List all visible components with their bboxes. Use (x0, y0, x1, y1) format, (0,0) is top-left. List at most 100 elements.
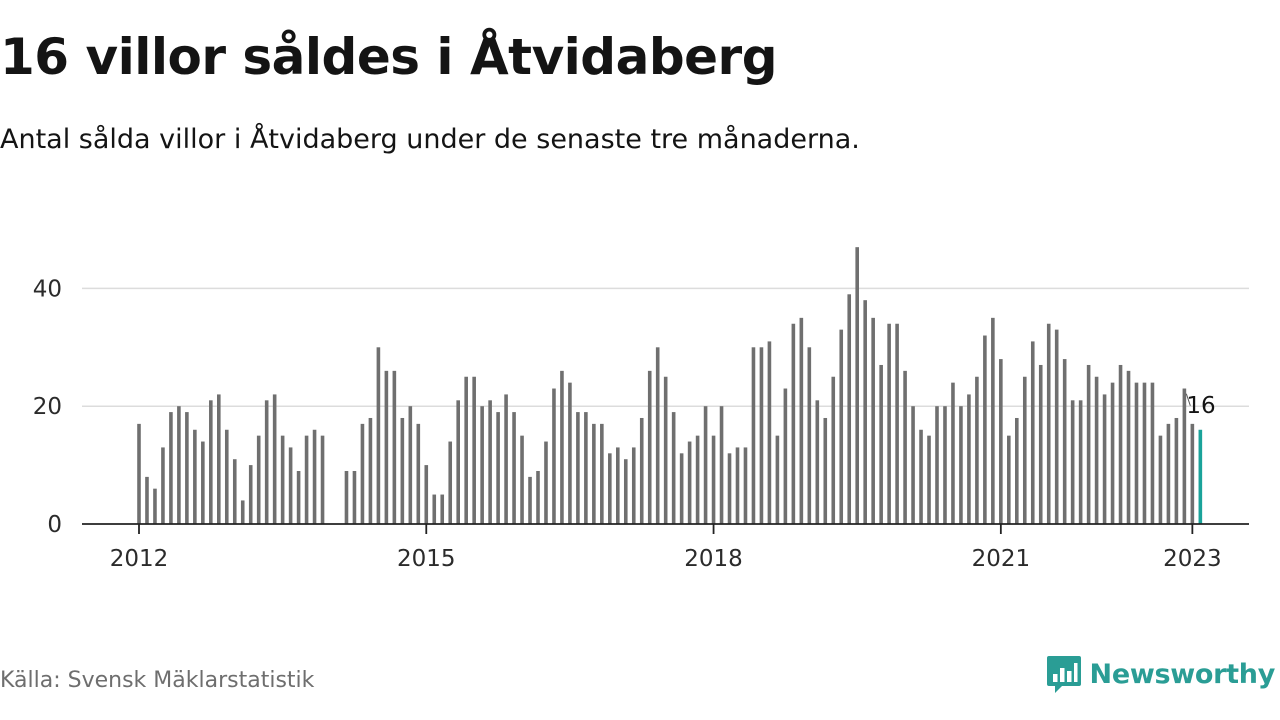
y-tick-label: 0 (47, 512, 62, 538)
bar (304, 435, 309, 524)
bar (512, 412, 516, 524)
newsworthy-logo-icon (1046, 656, 1081, 693)
bar (743, 447, 748, 524)
bar (1134, 382, 1139, 524)
x-tick-label: 2018 (684, 546, 743, 572)
bar (288, 447, 293, 524)
data-label-leader (1185, 393, 1191, 406)
bar (1086, 364, 1091, 524)
bar (1102, 394, 1107, 524)
bar (376, 347, 381, 524)
bar (695, 435, 700, 524)
bar (201, 441, 205, 524)
bar (735, 447, 740, 524)
bar (480, 406, 484, 524)
bar (935, 406, 939, 524)
bar (400, 417, 405, 524)
bar (528, 476, 532, 524)
bar (1142, 382, 1147, 524)
bar (967, 394, 971, 524)
brand-logo: Newsworthy (1046, 654, 1275, 694)
bar (360, 423, 365, 524)
bar (791, 323, 796, 524)
bar (1110, 382, 1115, 524)
bar (552, 388, 556, 524)
bar (943, 406, 947, 524)
bar (815, 400, 820, 524)
bar (983, 335, 987, 524)
bar (775, 435, 780, 524)
bar (217, 394, 221, 524)
bar (520, 435, 524, 524)
bar (352, 470, 357, 524)
bar (887, 323, 891, 524)
bar (1070, 400, 1075, 524)
x-tick-label: 2012 (110, 546, 169, 572)
bar (177, 406, 181, 524)
bar (272, 394, 277, 524)
bar (951, 382, 955, 524)
bar (711, 435, 716, 524)
bar (727, 453, 732, 524)
bar (839, 329, 844, 524)
chart-subtitle: Antal sålda villor i Åtvidaberg under de… (0, 124, 860, 155)
bar (568, 382, 572, 524)
bar (368, 417, 373, 524)
bar (623, 459, 628, 524)
bar (456, 400, 460, 524)
bar (544, 441, 548, 524)
bar (895, 323, 899, 524)
bar (975, 376, 979, 524)
source-note: Källa: Svensk Mäklarstatistik (0, 668, 315, 693)
bar (1062, 359, 1067, 524)
bar (655, 347, 660, 524)
highlight-value-label: 16 (1186, 393, 1215, 419)
bar (1022, 376, 1027, 524)
bar (232, 459, 237, 524)
bar (1054, 329, 1059, 524)
bar (392, 370, 397, 524)
bar (719, 406, 724, 524)
bar (464, 376, 468, 524)
bar (472, 376, 476, 524)
bar (416, 423, 421, 524)
bar (408, 406, 413, 524)
bar (1007, 435, 1011, 524)
bar (344, 470, 349, 524)
y-tick-label: 20 (33, 394, 62, 420)
bar (663, 376, 668, 524)
bar (1046, 323, 1051, 524)
bar (264, 400, 269, 524)
bar (248, 465, 253, 524)
bar (1166, 423, 1171, 524)
bar-chart: 2012 2015 2018 2021 2023 0 20 40 16 (33, 247, 1249, 572)
bar (169, 412, 173, 524)
bar (432, 494, 437, 524)
bar (879, 364, 883, 524)
bar (193, 429, 197, 524)
bar (831, 376, 836, 524)
bar (959, 406, 963, 524)
bar (608, 453, 612, 524)
bar (679, 453, 684, 524)
bar (1118, 364, 1123, 524)
bar (185, 412, 189, 524)
x-tick-label: 2023 (1163, 546, 1222, 572)
bar (312, 429, 317, 524)
bar (991, 317, 995, 524)
bar (999, 359, 1003, 524)
bar (903, 370, 907, 524)
x-tick-label: 2015 (397, 546, 456, 572)
bar (592, 423, 596, 524)
bar (240, 500, 245, 524)
bar (911, 406, 915, 524)
bar (296, 470, 301, 524)
bar (161, 447, 165, 524)
bar (424, 465, 429, 524)
bar (1078, 400, 1083, 524)
bar (536, 470, 540, 524)
bar (1094, 376, 1099, 524)
bar (1038, 364, 1043, 524)
brand-name: Newsworthy (1089, 658, 1276, 690)
chart-title: 16 villor såldes i Åtvidaberg (0, 28, 777, 86)
